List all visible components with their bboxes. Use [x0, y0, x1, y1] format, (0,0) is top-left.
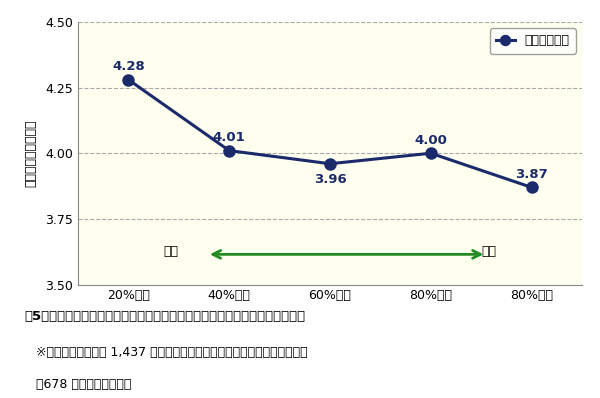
Text: 4.01: 4.01 [213, 131, 245, 144]
Text: 村落: 村落 [164, 245, 179, 258]
Text: 678 巣のデータで解析: 678 巣のデータで解析 [36, 378, 131, 391]
巣立ちヒナ数 [125, 77, 132, 82]
Text: 図5．全国でのツバメの１巣あたりの巣立ちヒナ数（平均）と都市化との関係: 図5．全国でのツバメの１巣あたりの巣立ちヒナ数（平均）と都市化との関係 [24, 310, 305, 324]
Line: 巣立ちヒナ数: 巣立ちヒナ数 [123, 74, 537, 193]
巣立ちヒナ数 [326, 161, 334, 166]
巣立ちヒナ数 [528, 185, 535, 190]
Text: 3.96: 3.96 [314, 173, 346, 186]
巣立ちヒナ数 [427, 151, 434, 156]
Text: ※全国から集まった 1,437 巣のデータのうち巣立ちまでの観察情報のある: ※全国から集まった 1,437 巣のデータのうち巣立ちまでの観察情報のある [36, 346, 308, 359]
Text: 4.00: 4.00 [415, 134, 447, 147]
巣立ちヒナ数 [226, 148, 233, 153]
Text: 3.87: 3.87 [515, 168, 548, 181]
Text: 4.28: 4.28 [112, 60, 145, 73]
Text: 都市: 都市 [481, 245, 496, 258]
Y-axis label: 巣立ちヒナ数（羽）: 巣立ちヒナ数（羽） [24, 119, 37, 187]
Legend: 巣立ちヒナ数: 巣立ちヒナ数 [490, 28, 576, 54]
